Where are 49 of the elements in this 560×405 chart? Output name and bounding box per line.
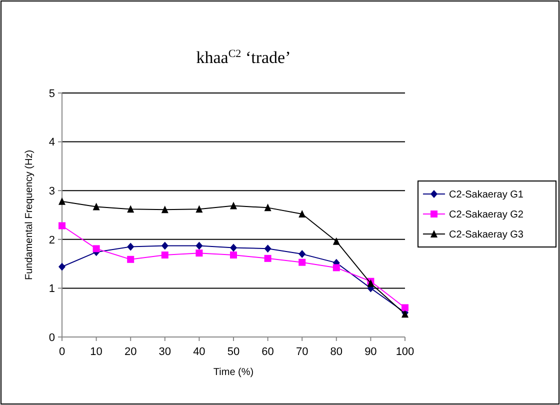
point (264, 254, 272, 262)
x-tick-label: 0 (58, 346, 66, 358)
point (58, 222, 66, 230)
x-axis-title: Time (%) (213, 367, 254, 378)
x-tick-label: 20 (124, 346, 137, 358)
point (196, 250, 203, 257)
point (127, 242, 134, 251)
point (230, 244, 237, 252)
y-tick-label: 4 (48, 136, 55, 149)
y-axis-title: Fundamental Frequency (Hz) (24, 150, 35, 280)
point (92, 245, 100, 252)
y-tick-label: 5 (48, 88, 55, 100)
point (58, 197, 66, 205)
x-tick-label: 10 (90, 346, 102, 358)
chart-title: khaa$^{C2}$ ‘trade’ (196, 48, 291, 67)
x-tick-label: 60 (262, 346, 274, 358)
x-tick-label: 40 (193, 346, 206, 358)
point (127, 205, 134, 213)
x-tick-label: 70 (296, 346, 308, 358)
point (161, 242, 168, 250)
point (298, 250, 306, 258)
x-tick-label: 100 (396, 346, 414, 358)
point (230, 252, 237, 259)
x-tick-label: 30 (158, 346, 172, 358)
point (332, 264, 340, 272)
x-tick-label: 50 (227, 346, 240, 358)
point (264, 244, 272, 253)
point (264, 204, 272, 212)
point (161, 252, 168, 259)
point (196, 242, 203, 250)
y-tick-label: 1 (48, 283, 55, 296)
point (402, 304, 408, 312)
y-tick-label: 0 (48, 332, 55, 344)
point (332, 237, 340, 245)
point (92, 202, 100, 210)
x-tick-label: 90 (364, 346, 377, 358)
point (230, 202, 237, 210)
legend-label: C2-Sakaeray G1 (449, 190, 524, 200)
y-tick-label: 2 (48, 234, 55, 246)
y-tick-label: 3 (48, 185, 55, 198)
point (298, 258, 306, 266)
point (196, 205, 203, 213)
legend-label: C2-Sakaeray G2 (449, 210, 524, 220)
point (161, 206, 168, 214)
legend-label: C2-Sakaeray G3 (449, 230, 524, 240)
point (58, 262, 66, 271)
x-tick-label: 80 (330, 346, 343, 358)
point (127, 256, 134, 263)
point (298, 210, 306, 218)
